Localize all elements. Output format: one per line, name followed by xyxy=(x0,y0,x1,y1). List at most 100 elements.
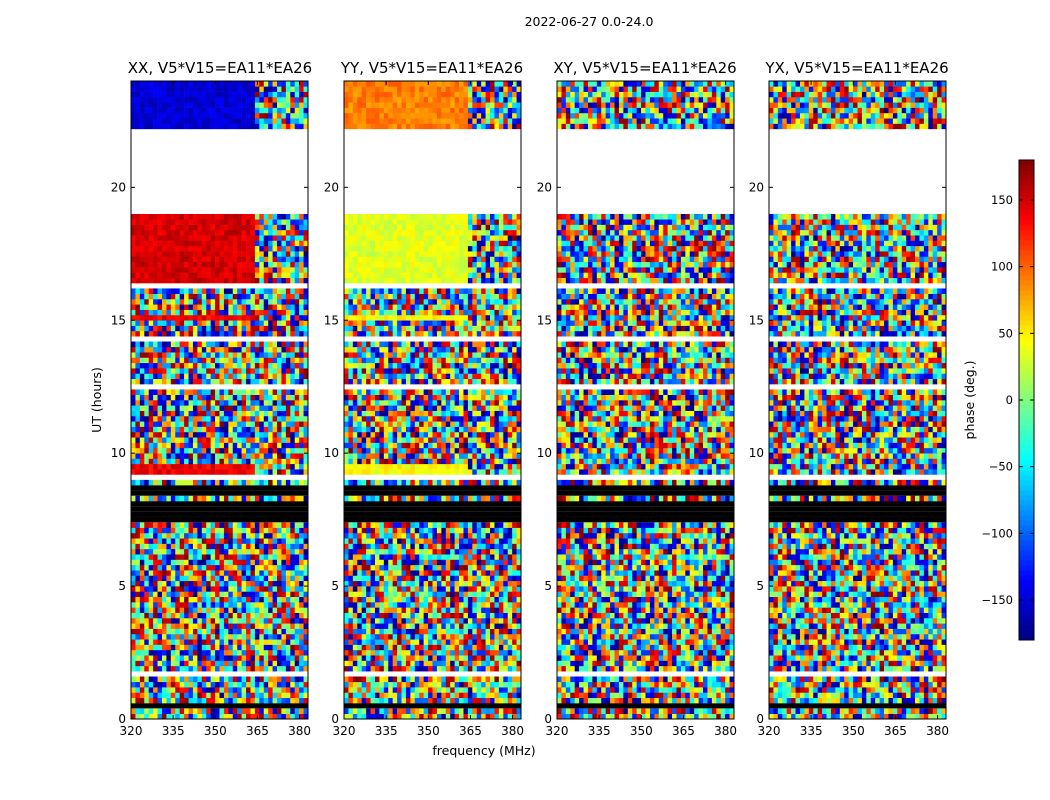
phase-cell xyxy=(139,708,145,714)
phase-cell xyxy=(507,607,513,613)
phase-cell xyxy=(263,548,269,555)
phase-cell xyxy=(210,639,216,645)
phase-cell xyxy=(206,554,211,560)
phase-cell xyxy=(219,607,225,613)
phase-cell xyxy=(392,644,398,651)
phase-cell xyxy=(254,219,260,225)
phase-cell xyxy=(410,559,416,566)
phase-cell xyxy=(139,272,145,279)
phase-cell xyxy=(259,644,265,651)
phase-cell xyxy=(467,554,473,560)
phase-cell xyxy=(246,224,251,231)
phase-cell xyxy=(397,692,402,699)
phase-cell xyxy=(467,655,473,661)
phase-cell xyxy=(254,410,260,417)
phase-cell xyxy=(516,602,521,608)
phase-cell xyxy=(219,405,225,411)
phase-cell xyxy=(285,554,291,560)
phase-cell xyxy=(206,665,211,672)
phase-cell xyxy=(423,665,429,672)
phase-cell xyxy=(388,548,393,555)
phase-cell xyxy=(206,320,211,326)
phase-cell xyxy=(241,628,247,635)
phase-cell xyxy=(392,713,398,719)
phase-cell xyxy=(268,633,273,640)
phase-cell xyxy=(516,660,521,667)
phase-cell xyxy=(192,570,198,576)
phase-cell xyxy=(290,213,296,220)
phase-cell xyxy=(184,607,189,613)
phase-cell xyxy=(299,123,304,130)
phase-cell xyxy=(148,410,154,417)
phase-cell xyxy=(299,320,304,326)
phase-cell xyxy=(436,548,442,555)
phase-cell xyxy=(148,107,154,114)
phase-cell xyxy=(139,91,145,98)
phase-cell xyxy=(472,617,478,624)
phase-cell xyxy=(241,442,247,449)
phase-cell xyxy=(144,346,149,353)
phase-cell xyxy=(357,655,362,661)
phase-cell xyxy=(268,437,273,443)
phase-cell xyxy=(507,559,513,566)
phase-cell xyxy=(379,596,385,603)
phase-cell xyxy=(285,570,291,576)
phase-cell xyxy=(476,554,482,560)
phase-cell xyxy=(184,368,189,374)
phase-cell xyxy=(215,575,220,582)
phase-cell xyxy=(161,431,167,438)
phase-cell xyxy=(219,224,225,231)
phase-cell xyxy=(223,591,229,598)
phase-cell xyxy=(148,400,154,406)
phase-cell xyxy=(201,288,207,294)
phase-cell xyxy=(201,596,207,603)
phase-cell xyxy=(281,309,287,316)
phase-cell xyxy=(383,655,389,661)
phase-cell xyxy=(148,405,154,411)
phase-cell xyxy=(223,229,229,236)
phase-cell xyxy=(259,676,265,683)
phase-cell xyxy=(144,458,149,465)
phase-cell xyxy=(254,655,260,661)
phase-cell xyxy=(419,713,424,719)
phase-cell xyxy=(352,543,358,550)
phase-cell xyxy=(201,118,207,124)
phase-cell xyxy=(166,357,172,364)
phase-cell xyxy=(232,554,238,560)
phase-cell xyxy=(175,543,180,550)
phase-cell xyxy=(436,633,442,640)
phase-cell xyxy=(285,644,291,651)
phase-cell xyxy=(285,86,291,92)
phase-cell xyxy=(210,346,216,353)
phase-cell xyxy=(432,676,438,683)
phase-cell xyxy=(175,458,180,465)
phase-cell xyxy=(450,623,455,629)
phase-cell xyxy=(277,687,282,693)
phase-cell xyxy=(206,612,211,619)
phase-cell xyxy=(366,612,371,619)
phase-cell xyxy=(294,591,300,598)
phase-cell xyxy=(197,692,203,699)
phase-cell xyxy=(281,687,287,693)
phase-cell xyxy=(135,564,141,571)
phase-cell xyxy=(494,612,500,619)
phase-cell xyxy=(175,96,180,103)
phase-cell xyxy=(494,681,500,688)
phase-cell xyxy=(139,586,145,592)
phase-cell xyxy=(197,596,203,603)
phase-cell xyxy=(463,607,469,613)
phase-cell xyxy=(201,81,207,87)
phase-cell xyxy=(246,240,251,247)
phase-cell xyxy=(472,687,478,693)
phase-cell xyxy=(254,708,260,714)
phase-cell xyxy=(285,112,291,119)
phase-cell xyxy=(277,293,282,300)
phase-cell xyxy=(494,692,500,699)
phase-cell xyxy=(170,463,176,470)
phase-cell xyxy=(512,692,517,699)
phase-cell xyxy=(215,687,220,693)
phase-cell xyxy=(467,617,473,624)
phase-cell xyxy=(294,320,300,326)
phase-cell xyxy=(277,288,282,294)
phase-cell xyxy=(250,330,256,337)
